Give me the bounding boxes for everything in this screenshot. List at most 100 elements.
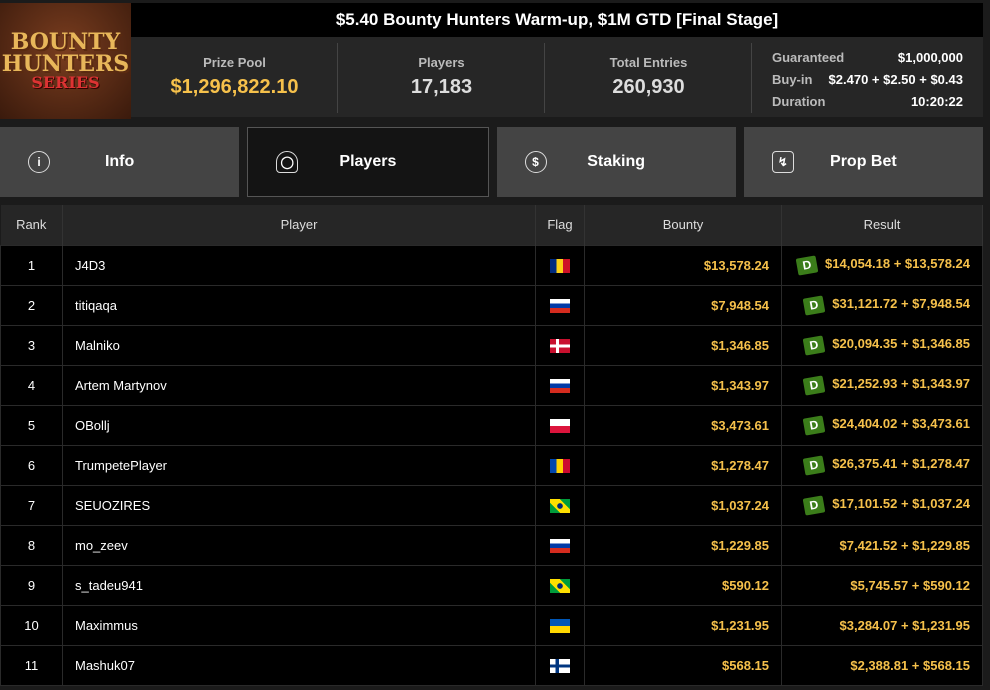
result: D $24,404.02 + $3,473.61 bbox=[781, 404, 983, 446]
flag-icon-brazil bbox=[550, 578, 570, 593]
player-name[interactable]: Maximmus bbox=[62, 604, 536, 646]
col-bounty[interactable]: Bounty bbox=[584, 205, 782, 245]
result-value: $31,121.72 + $7,948.54 bbox=[832, 296, 970, 312]
d-badge-icon: D bbox=[802, 454, 826, 476]
table-row[interactable]: 6 TrumpetePlayer $1,278.47 D $26,375.41 +… bbox=[0, 444, 983, 486]
bounty: $1,231.95 bbox=[584, 604, 782, 646]
result: D $31,121.72 + $7,948.54 bbox=[781, 284, 983, 326]
flag-icon-finland bbox=[550, 658, 570, 673]
rank: 6 bbox=[0, 444, 63, 486]
result-value: $2,388.81 + $568.15 bbox=[850, 657, 970, 673]
players-table: Rank Player Flag Bounty Result 1 J4D3 $1… bbox=[0, 205, 983, 686]
player-name[interactable]: J4D3 bbox=[62, 244, 536, 286]
flag-icon-romania bbox=[550, 258, 570, 273]
result-value: $26,375.41 + $1,278.47 bbox=[832, 456, 970, 472]
flag-icon-ukraine bbox=[550, 618, 570, 633]
prize-pool: Prize Pool $1,296,822.10 bbox=[131, 37, 338, 117]
table-row[interactable]: 4 Artem Martynov $1,343.97 D $21,252.93 +… bbox=[0, 364, 983, 406]
bounty: $7,948.54 bbox=[584, 284, 782, 326]
player-name[interactable]: Malniko bbox=[62, 324, 536, 366]
col-player[interactable]: Player bbox=[62, 205, 536, 245]
player-name[interactable]: TrumpetePlayer bbox=[62, 444, 536, 486]
result-value: $7,421.52 + $1,229.85 bbox=[839, 537, 970, 553]
result-value: $20,094.35 + $1,346.85 bbox=[832, 336, 970, 352]
result: $3,284.07 + $1,231.95 bbox=[781, 604, 983, 646]
rank: 7 bbox=[0, 484, 63, 526]
tab-info[interactable]: i Info bbox=[0, 127, 240, 197]
total-entries: Total Entries 260,930 bbox=[545, 37, 752, 117]
bounty: $568.15 bbox=[584, 644, 782, 686]
player-name[interactable]: Artem Martynov bbox=[62, 364, 536, 406]
tournament-title: $5.40 Bounty Hunters Warm-up, $1M GTD [F… bbox=[131, 3, 983, 37]
flag-icon-moldova bbox=[550, 458, 570, 473]
table-row[interactable]: 8 mo_zeev $1,229.85 $7,421.52 + $1,229.8… bbox=[0, 524, 983, 566]
player-name[interactable]: SEUOZIRES bbox=[62, 484, 536, 526]
bounty: $1,037.24 bbox=[584, 484, 782, 526]
rank: 9 bbox=[0, 564, 63, 606]
rank: 5 bbox=[0, 404, 63, 446]
rank: 11 bbox=[0, 644, 63, 686]
rank: 4 bbox=[0, 364, 63, 406]
result: D $17,101.52 + $1,037.24 bbox=[781, 484, 983, 526]
flag-cell bbox=[535, 644, 585, 686]
flag-cell bbox=[535, 284, 585, 326]
flag-cell bbox=[535, 444, 585, 486]
table-row[interactable]: 7 SEUOZIRES $1,037.24 D $17,101.52 + $1,0… bbox=[0, 484, 983, 526]
col-result[interactable]: Result bbox=[781, 205, 983, 245]
players-count: Players 17,183 bbox=[338, 37, 545, 117]
tournament-details: Guaranteed $1,000,000 Buy-in $2.470 + $2.5… bbox=[772, 50, 963, 109]
result-value: $17,101.52 + $1,037.24 bbox=[832, 496, 970, 512]
prop-bet-icon: ↯ bbox=[771, 151, 794, 173]
flag-icon-denmark bbox=[550, 338, 570, 353]
info-icon: i bbox=[28, 151, 50, 173]
d-badge-icon: D bbox=[795, 254, 819, 276]
flag-cell bbox=[535, 484, 585, 526]
player-name[interactable]: Mashuk07 bbox=[62, 644, 536, 686]
result: $5,745.57 + $590.12 bbox=[781, 564, 983, 606]
tab-staking[interactable]: $ Staking bbox=[496, 127, 736, 197]
table-row[interactable]: 11 Mashuk07 $568.15 $2,388.81 + $568.15 bbox=[0, 644, 983, 686]
flag-cell bbox=[535, 564, 585, 606]
flag-icon-russia bbox=[550, 538, 570, 553]
result: $7,421.52 + $1,229.85 bbox=[781, 524, 983, 566]
bounty: $590.12 bbox=[584, 564, 782, 606]
flag-icon-russia bbox=[550, 378, 570, 393]
stats-bar: Prize Pool $1,296,822.10 Players 17,183 To… bbox=[131, 37, 983, 117]
bounty: $1,346.85 bbox=[584, 324, 782, 366]
result-value: $3,284.07 + $1,231.95 bbox=[839, 617, 970, 633]
result: D $21,252.93 + $1,343.97 bbox=[781, 364, 983, 406]
tab-players[interactable]: ◯ Players bbox=[247, 127, 489, 197]
flag-icon-brazil bbox=[550, 498, 570, 513]
table-row[interactable]: 5 OBollj $3,473.61 D $24,404.02 + $3,473.… bbox=[0, 404, 983, 446]
flag-cell bbox=[535, 324, 585, 366]
rank: 8 bbox=[0, 524, 63, 566]
result: D $14,054.18 + $13,578.24 bbox=[781, 244, 983, 286]
flag-cell bbox=[535, 364, 585, 406]
flag-cell bbox=[535, 404, 585, 446]
table-row[interactable]: 2 titiqaqa $7,948.54 D $31,121.72 + $7,94… bbox=[0, 284, 983, 326]
d-badge-icon: D bbox=[802, 374, 826, 396]
bounty: $1,278.47 bbox=[584, 444, 782, 486]
col-rank[interactable]: Rank bbox=[0, 205, 63, 245]
col-flag[interactable]: Flag bbox=[535, 205, 585, 245]
result-value: $21,252.93 + $1,343.97 bbox=[832, 376, 970, 392]
user-icon: ◯ bbox=[276, 151, 299, 173]
flag-icon-poland bbox=[550, 418, 570, 433]
table-row[interactable]: 9 s_tadeu941 $590.12 $5,745.57 + $590.12 bbox=[0, 564, 983, 606]
dollar-icon: $ bbox=[524, 151, 547, 173]
flag-cell bbox=[535, 604, 585, 646]
tabs: i Info ◯ Players $ Staking ↯ Prop Bet bbox=[0, 127, 983, 197]
player-name[interactable]: s_tadeu941 bbox=[62, 564, 536, 606]
player-name[interactable]: mo_zeev bbox=[62, 524, 536, 566]
rank: 3 bbox=[0, 324, 63, 366]
player-name[interactable]: OBollj bbox=[62, 404, 536, 446]
flag-cell bbox=[535, 524, 585, 566]
tab-prop-bet[interactable]: ↯ Prop Bet bbox=[743, 127, 983, 197]
result: D $26,375.41 + $1,278.47 bbox=[781, 444, 983, 486]
result-value: $24,404.02 + $3,473.61 bbox=[832, 416, 970, 432]
table-row[interactable]: 1 J4D3 $13,578.24 D $14,054.18 + $13,578.… bbox=[0, 244, 983, 286]
table-row[interactable]: 3 Malniko $1,346.85 D $20,094.35 + $1,346… bbox=[0, 324, 983, 366]
player-name[interactable]: titiqaqa bbox=[62, 284, 536, 326]
flag-icon-russia bbox=[550, 298, 570, 313]
table-row[interactable]: 10 Maximmus $1,231.95 $3,284.07 + $1,231… bbox=[0, 604, 983, 646]
